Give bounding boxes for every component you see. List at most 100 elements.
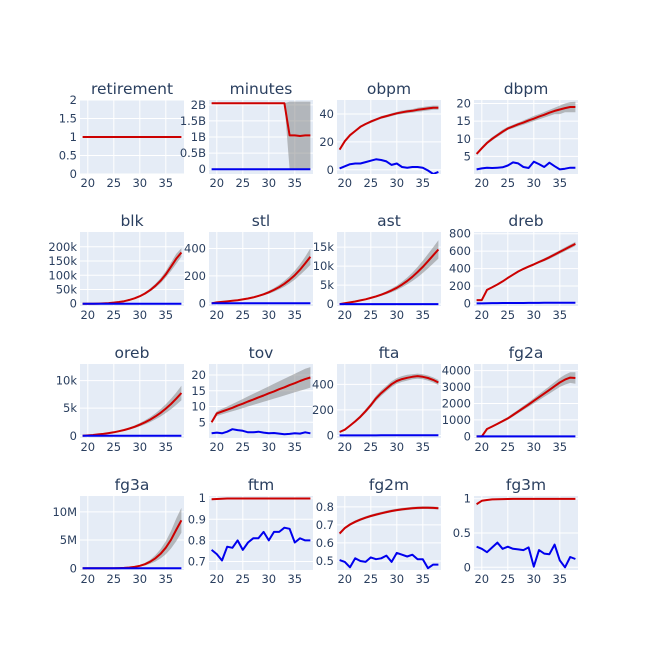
y-tick-label: 5 — [199, 415, 206, 429]
plot-marks — [82, 248, 183, 305]
subplot-title: dbpm — [504, 80, 549, 98]
x-tick-label: 25 — [235, 572, 250, 586]
x-tick-label: 35 — [415, 176, 430, 190]
x-tick-label: 20 — [474, 176, 489, 190]
subplot-fg3a: 20 25 30 35 0 5M 10M fg3a — [52, 476, 184, 586]
x-tick-label: 25 — [106, 572, 121, 586]
y-tick-label: 0 — [70, 297, 77, 311]
subplot-stl: 20 25 30 35 0 200 400 stl — [184, 212, 313, 322]
series-line-0 — [476, 376, 576, 438]
y-tick-label: 150k — [48, 254, 77, 268]
y-tick-label: 1.5 — [59, 112, 77, 126]
x-tick-label: 35 — [552, 176, 567, 190]
subplot-fg2a: 20 25 30 35 0 1000 2000 3000 4000 fg2a — [442, 344, 578, 454]
plot-marks — [338, 105, 439, 174]
y-tick-label: 1000 — [442, 413, 471, 427]
confidence-band — [211, 101, 311, 170]
subplot-title: fg2m — [369, 476, 409, 494]
series-line-1 — [476, 541, 576, 569]
y-tick-label: 400 — [184, 241, 206, 255]
plot-marks — [211, 248, 312, 305]
plot-area — [80, 496, 184, 570]
series-line-0 — [338, 506, 439, 535]
y-tick-label: 10 — [456, 132, 471, 146]
subplot-title: fg3m — [506, 476, 546, 494]
x-tick-label: 20 — [337, 572, 352, 586]
series-line-1 — [339, 551, 439, 570]
x-tick-label: 20 — [209, 176, 224, 190]
x-tick-label: 25 — [106, 440, 121, 454]
x-tick-label: 20 — [474, 308, 489, 322]
y-tick-label: 20 — [456, 97, 471, 111]
x-tick-label: 20 — [80, 176, 95, 190]
subplot-title: stl — [252, 212, 270, 230]
series-line-0 — [339, 248, 440, 306]
series-line-0 — [476, 497, 576, 506]
y-tick-label: 0.5 — [453, 526, 471, 540]
x-tick-label: 20 — [80, 572, 95, 586]
plot-area — [80, 232, 184, 306]
y-tick-label: 400 — [449, 262, 471, 276]
x-tick-label: 30 — [389, 308, 404, 322]
x-tick-label: 35 — [552, 572, 567, 586]
x-tick-label: 30 — [526, 176, 541, 190]
x-tick-label: 25 — [235, 308, 250, 322]
plot-marks — [339, 373, 439, 437]
subplot-dreb: 20 25 30 35 0 200 400 600 800 dreb — [449, 212, 578, 322]
y-tick-label: 1B — [191, 130, 206, 144]
x-tick-label: 30 — [526, 572, 541, 586]
subplot-title: retirement — [91, 80, 173, 98]
y-tick-label: 20 — [319, 135, 334, 149]
x-tick-label: 20 — [209, 308, 224, 322]
y-tick-label: 400 — [312, 377, 334, 391]
y-tick-label: 0 — [70, 167, 77, 181]
y-tick-label: 0.6 — [316, 536, 334, 550]
x-tick-label: 20 — [209, 440, 224, 454]
y-tick-label: 10k — [56, 374, 78, 388]
plot-marks — [476, 241, 576, 305]
plot-marks — [476, 372, 576, 438]
x-tick-label: 30 — [132, 308, 147, 322]
subplot-title: ast — [377, 212, 401, 230]
x-tick-label: 35 — [158, 176, 173, 190]
y-tick-label: 2000 — [442, 396, 471, 410]
subplot-ast: 20 25 30 35 0 5k 10k 15k ast — [313, 212, 441, 322]
subplot-title: dreb — [508, 212, 543, 230]
y-tick-label: 4000 — [442, 364, 471, 378]
x-tick-label: 25 — [106, 308, 121, 322]
x-tick-label: 30 — [526, 308, 541, 322]
series-line-1 — [476, 160, 576, 171]
x-tick-label: 30 — [261, 572, 276, 586]
series-line-0 — [211, 102, 311, 137]
y-tick-label: 20 — [191, 368, 206, 382]
series-line-0 — [211, 497, 311, 501]
x-tick-label: 35 — [552, 308, 567, 322]
y-tick-label: 15 — [191, 384, 206, 398]
y-tick-label: 40 — [319, 107, 334, 121]
y-tick-label: 3000 — [442, 380, 471, 394]
subplot-fg3m: 20 25 30 35 0 0.5 1 fg3m — [453, 476, 578, 586]
y-tick-label: 800 — [449, 227, 471, 241]
y-tick-label: 0.5B — [180, 146, 206, 160]
plot-marks — [338, 506, 439, 570]
y-tick-label: 0.7 — [188, 555, 206, 569]
y-tick-label: 0.5 — [59, 149, 77, 163]
x-tick-label: 25 — [363, 308, 378, 322]
x-tick-label: 25 — [363, 440, 378, 454]
y-tick-label: 5k — [63, 401, 77, 415]
y-tick-label: 1 — [199, 491, 206, 505]
y-tick-label: 1.5B — [180, 114, 206, 128]
x-tick-label: 35 — [158, 440, 173, 454]
y-tick-label: 10M — [52, 505, 77, 519]
y-tick-label: 5 — [464, 149, 471, 163]
plot-area — [80, 364, 184, 438]
plot-marks — [476, 497, 576, 569]
x-tick-label: 35 — [287, 440, 302, 454]
plot-area — [209, 232, 313, 306]
x-tick-label: 25 — [500, 176, 515, 190]
y-tick-label: 0 — [464, 429, 471, 443]
x-tick-label: 25 — [235, 440, 250, 454]
x-tick-label: 25 — [235, 176, 250, 190]
subplot-dbpm: 20 25 30 35 5 10 15 20 dbpm — [456, 80, 578, 190]
